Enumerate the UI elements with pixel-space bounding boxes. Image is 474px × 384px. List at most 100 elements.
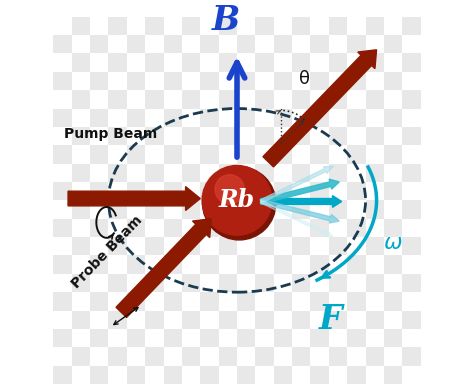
Bar — [145, 219, 164, 237]
Bar — [145, 72, 164, 90]
Bar — [219, 329, 237, 347]
Bar — [145, 17, 164, 35]
Bar — [182, 182, 201, 200]
Bar — [365, 72, 384, 90]
Bar — [347, 35, 365, 53]
Bar — [365, 274, 384, 292]
Bar — [237, 127, 255, 145]
Bar — [292, 35, 310, 53]
Bar — [402, 347, 420, 366]
Bar — [164, 219, 182, 237]
Bar — [365, 182, 384, 200]
Bar — [255, 200, 273, 219]
FancyArrow shape — [116, 219, 211, 318]
Bar — [72, 35, 90, 53]
Bar — [402, 329, 420, 347]
Bar — [255, 164, 273, 182]
Bar — [347, 219, 365, 237]
Bar — [329, 182, 347, 200]
Bar — [54, 255, 72, 274]
Bar — [237, 53, 255, 72]
Bar — [439, 255, 457, 274]
Bar — [182, 164, 201, 182]
Bar — [90, 0, 109, 17]
Bar — [90, 182, 109, 200]
Bar — [201, 347, 219, 366]
Bar — [273, 219, 292, 237]
Bar — [72, 200, 90, 219]
Bar — [201, 255, 219, 274]
Bar — [201, 311, 219, 329]
Bar — [164, 292, 182, 311]
Bar — [310, 72, 329, 90]
Bar — [145, 0, 164, 17]
Bar — [145, 274, 164, 292]
Bar — [384, 145, 402, 164]
Bar — [310, 329, 329, 347]
Bar — [310, 255, 329, 274]
Bar — [402, 182, 420, 200]
Bar — [182, 219, 201, 237]
Bar — [109, 164, 127, 182]
Bar — [90, 109, 109, 127]
Circle shape — [202, 166, 272, 235]
Bar — [347, 0, 365, 17]
Bar — [219, 237, 237, 255]
Bar — [201, 274, 219, 292]
FancyArrow shape — [260, 200, 334, 237]
Bar — [54, 200, 72, 219]
Bar — [402, 145, 420, 164]
Bar — [420, 311, 439, 329]
Bar — [237, 366, 255, 384]
Text: Probe Beam: Probe Beam — [69, 213, 145, 291]
Bar — [329, 35, 347, 53]
FancyArrow shape — [261, 195, 342, 207]
Bar — [109, 219, 127, 237]
Text: F: F — [319, 303, 343, 336]
Bar — [127, 255, 145, 274]
Bar — [145, 237, 164, 255]
Bar — [255, 329, 273, 347]
Bar — [347, 145, 365, 164]
Bar — [310, 347, 329, 366]
Bar — [164, 274, 182, 292]
Bar — [219, 145, 237, 164]
Bar — [182, 145, 201, 164]
Bar — [201, 90, 219, 109]
Bar — [182, 237, 201, 255]
Bar — [201, 127, 219, 145]
Bar — [255, 53, 273, 72]
Bar — [72, 347, 90, 366]
Bar — [347, 255, 365, 274]
Bar — [402, 17, 420, 35]
Bar — [310, 164, 329, 182]
Bar — [90, 90, 109, 109]
Bar — [402, 219, 420, 237]
Bar — [145, 329, 164, 347]
Bar — [365, 53, 384, 72]
Bar — [347, 72, 365, 90]
Bar — [182, 274, 201, 292]
Bar — [182, 0, 201, 17]
Bar — [255, 274, 273, 292]
Bar — [72, 164, 90, 182]
Bar — [164, 17, 182, 35]
Bar — [182, 53, 201, 72]
Bar — [182, 347, 201, 366]
Bar — [329, 274, 347, 292]
Bar — [219, 347, 237, 366]
Bar — [90, 72, 109, 90]
Bar — [329, 255, 347, 274]
Bar — [201, 200, 219, 219]
Bar — [127, 145, 145, 164]
Bar — [329, 53, 347, 72]
Bar — [402, 237, 420, 255]
Bar — [347, 17, 365, 35]
Bar — [384, 182, 402, 200]
Bar — [219, 72, 237, 90]
Bar — [255, 109, 273, 127]
Bar — [329, 311, 347, 329]
Bar — [127, 72, 145, 90]
Bar — [72, 255, 90, 274]
Bar — [439, 0, 457, 17]
